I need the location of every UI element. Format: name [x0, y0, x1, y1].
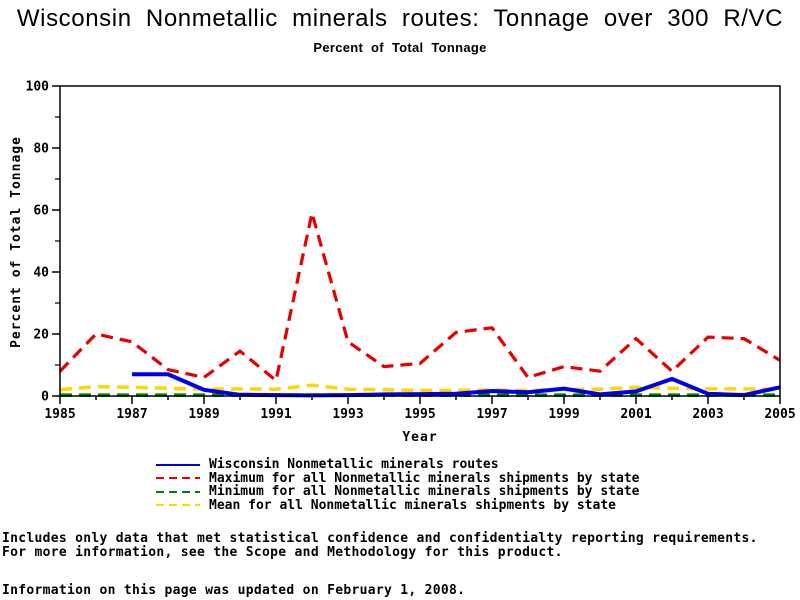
y-tick-label: 40 [33, 266, 49, 281]
legend-label: Mean for all Nonmetallic minerals shipme… [209, 497, 616, 513]
plot-frame [59, 85, 781, 397]
legend-label: Minimum for all Nonmetallic minerals shi… [209, 484, 640, 499]
x-tick-label: 1989 [188, 407, 219, 422]
x-tick-label: 1987 [116, 407, 147, 422]
line-chart: 0 20 40 60 80 100 1985 1987 1989 1991 1993 1995 1997… [9, 80, 796, 446]
x-tick-label: 2003 [692, 407, 723, 422]
series-line-1 [58, 212, 781, 384]
footer-line: For more information, see the Scope and … [2, 544, 563, 560]
legend-label: Wisconsin Nonmetallic minerals routes [209, 457, 499, 472]
x-tick-label: 1985 [44, 407, 75, 422]
y-tick-label: 20 [33, 328, 49, 343]
page-title: Wisconsin Nonmetallic minerals routes: T… [16, 5, 784, 32]
footer-line: Includes only data that met statistical … [2, 531, 758, 546]
x-tick-label: 1997 [476, 407, 507, 422]
legend-label: Maximum for all Nonmetallic minerals shi… [209, 470, 640, 486]
y-tick-label: 0 [41, 390, 49, 405]
legend-swatch-dashed-line-icon [156, 504, 200, 507]
x-axis-title: Year [402, 430, 437, 445]
footer-disclaimer: Includes only data that met statistical … [2, 532, 758, 559]
legend-item-minimum: Minimum for all Nonmetallic minerals shi… [155, 485, 639, 499]
x-tick-label: 1993 [332, 407, 363, 422]
legend-item-wisconsin: Wisconsin Nonmetallic minerals routes [155, 458, 639, 472]
y-tick-label: 80 [33, 142, 49, 157]
x-tick-label: 1999 [548, 407, 579, 422]
x-tick-label: 1995 [404, 407, 435, 422]
x-tick-label: 2005 [764, 407, 795, 422]
legend-item-maximum: Maximum for all Nonmetallic minerals shi… [155, 470, 640, 486]
plot-area: 0 20 40 60 80 100 1985 1987 1989 1991 1993 1995 1997… [26, 80, 796, 423]
legend-item-mean: Mean for all Nonmetallic minerals shipme… [155, 497, 639, 513]
y-axis-title: Percent of Total Tonnage [9, 136, 24, 348]
footer-updated: Information on this page was updated on … [2, 583, 466, 598]
legend-swatch-dashed-line-icon [156, 477, 200, 480]
legend-swatch-solid-line-icon [156, 463, 200, 466]
x-tick-label: 1991 [260, 407, 291, 422]
chart-subtitle: Percent of Total Tonnage [313, 40, 487, 55]
x-tick-label: 2001 [620, 407, 651, 422]
legend-swatch-dashed-line-icon [156, 490, 200, 493]
series-line-0 [132, 372, 781, 398]
legend: Wisconsin Nonmetallic minerals routes Ma… [155, 458, 639, 512]
y-tick-label: 60 [33, 204, 49, 219]
series-line-3 [59, 383, 781, 393]
y-tick-label: 100 [26, 80, 50, 95]
